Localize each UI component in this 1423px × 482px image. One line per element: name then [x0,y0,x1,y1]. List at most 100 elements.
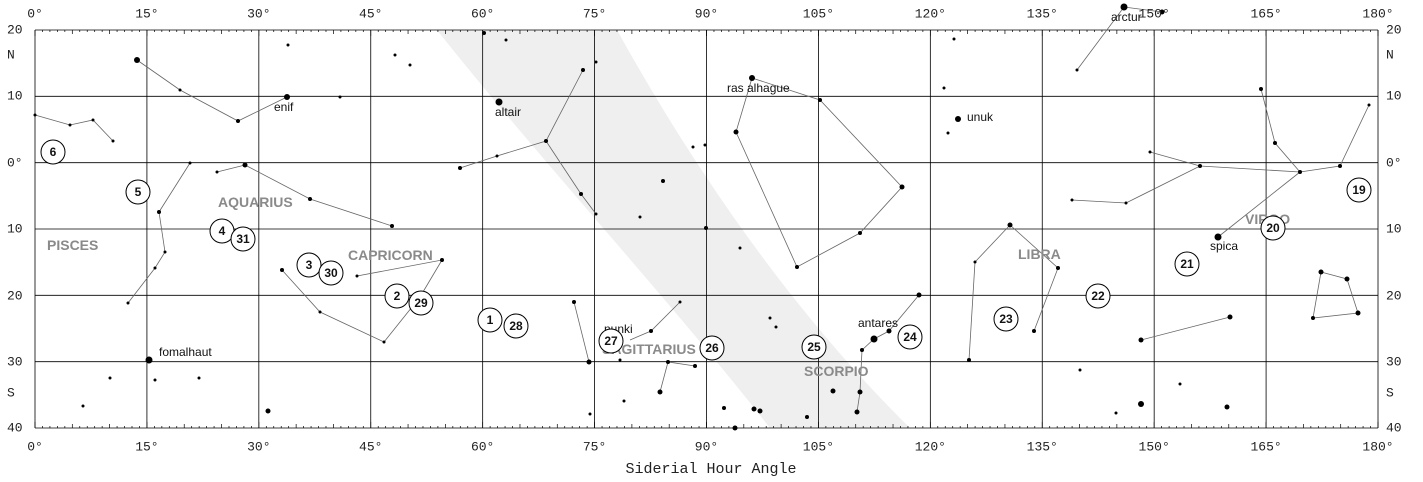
star [946,131,950,135]
star [197,376,201,380]
constellation-line [1299,104,1370,173]
star [1355,310,1361,316]
sha-label: 150° [1139,439,1170,454]
star [749,75,755,81]
dec-label: 30 [1386,354,1402,369]
constellation: LIBRA [1018,246,1061,262]
dec-label: 10 [7,88,23,103]
star [308,197,312,201]
marker-label: 1 [487,313,494,327]
star [153,378,157,382]
sha-label: 135° [1027,6,1058,21]
star [111,139,115,143]
star [666,360,670,364]
star [661,179,665,183]
star [657,389,663,395]
star [1124,201,1128,205]
star [830,388,836,394]
star [153,266,157,270]
star [134,57,140,63]
star [1273,141,1277,145]
star [236,119,240,123]
dec-label: S [1386,385,1394,400]
sha-label: 30° [247,6,270,21]
star [738,246,742,250]
star [318,310,322,314]
star [899,184,905,190]
star [1227,314,1233,320]
sha-label: 105° [803,439,834,454]
sha-label: 165° [1250,6,1281,21]
star [588,412,592,416]
star [858,231,862,235]
star [618,358,622,362]
star [854,409,860,415]
star [482,31,486,35]
constellation-line [659,361,696,393]
marker-circle [477,307,503,333]
marker-circle [125,179,151,205]
marker-circle [699,335,725,361]
marker-circle [408,290,434,316]
star [774,325,778,329]
marker-circle [296,252,322,278]
star [693,364,697,368]
marker-label: 26 [705,341,719,355]
star [952,37,956,41]
star-name: unuk [967,110,994,124]
dec-label: 20 [7,288,23,303]
constellation-line [459,69,584,169]
star [188,161,192,165]
marker-label: 29 [414,296,428,310]
markers: 6 5 4 31 3 30 2 29 1 28 27 26 25 24 23 22 21 20 19 [40,139,1372,361]
star [178,88,182,92]
sha-label: 15° [135,439,158,454]
star [955,116,961,122]
star [284,94,290,100]
constellation-line [281,259,443,343]
star [504,38,508,42]
star [1114,411,1118,415]
constellation: SAGITTARIUS [602,341,696,357]
constellation-line [34,114,114,142]
sha-label: 0° [27,439,43,454]
star [108,376,112,380]
star [126,301,130,305]
marker-circle [801,334,827,360]
star [1367,103,1371,107]
star [579,192,583,196]
marker-circle [384,283,410,309]
marker-circle [1260,215,1286,241]
marker-circle [1085,283,1111,309]
marker-label: 5 [135,185,142,199]
star [1032,329,1036,333]
sha-label: 180° [1362,6,1393,21]
star [1318,269,1324,275]
star [1075,68,1079,72]
star [678,300,682,304]
star [886,328,892,334]
sha-label: 45° [359,439,382,454]
sha-label: 120° [915,6,946,21]
star-name: ras alhague [727,81,790,95]
constellation-line [1260,88,1301,173]
constellation-line [1149,151,1201,167]
sha-label: 150° [1139,6,1170,21]
sha-label: 30° [247,439,270,454]
dec-label: 20 [1386,288,1402,303]
star [495,154,499,158]
star [973,260,977,264]
star [586,359,592,365]
star [572,300,576,304]
star [544,139,548,143]
star [355,274,359,278]
sha-label: 60° [471,439,494,454]
star [1007,222,1013,228]
marker-label: 28 [509,319,523,333]
marker-circle [993,306,1019,332]
star [594,60,598,64]
star [393,53,397,57]
star [818,98,822,102]
star [1214,233,1222,241]
